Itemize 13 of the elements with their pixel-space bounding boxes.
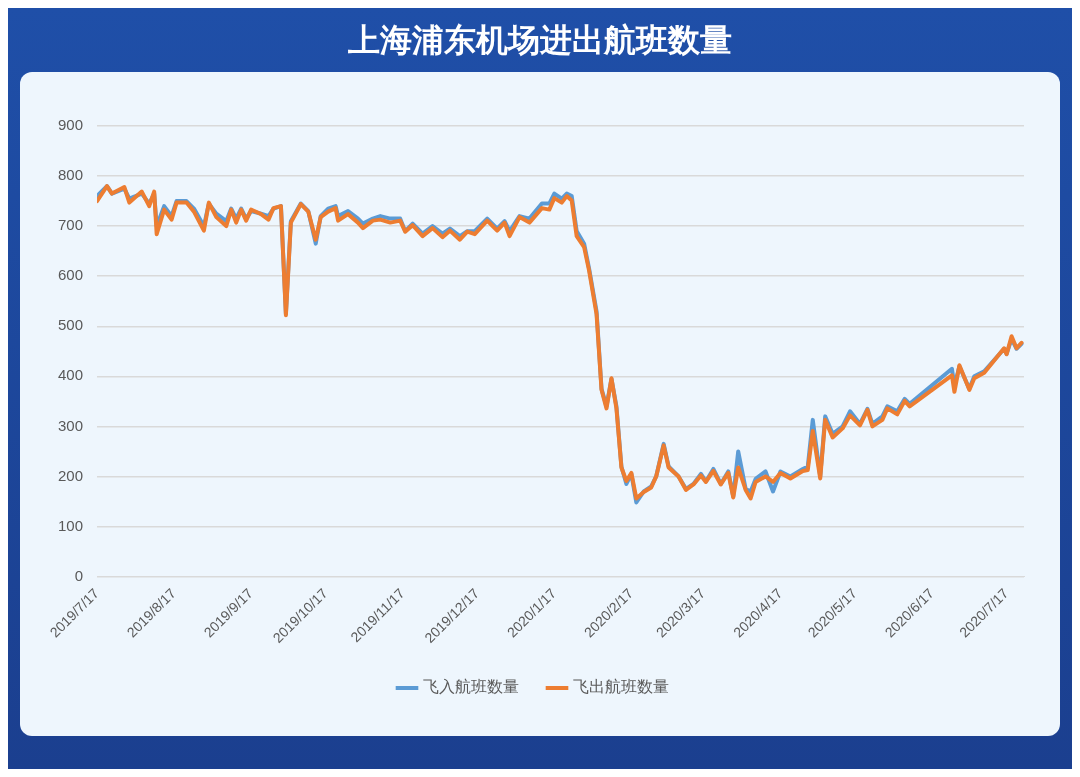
y-tick-label: 200 bbox=[58, 466, 84, 484]
chart-title: 上海浦东机场进出航班数量 bbox=[348, 20, 732, 61]
y-tick-label: 600 bbox=[58, 266, 84, 284]
legend-label: 飞入航班数量 bbox=[423, 677, 519, 697]
y-tick-label: 100 bbox=[58, 516, 84, 534]
y-tick-label: 300 bbox=[58, 416, 84, 434]
y-tick-label: 800 bbox=[58, 166, 84, 184]
y-tick-label: 900 bbox=[58, 116, 84, 134]
y-tick-label: 500 bbox=[58, 316, 84, 334]
legend-label: 飞出航班数量 bbox=[573, 677, 669, 697]
y-tick-label: 0 bbox=[74, 566, 84, 584]
y-tick-label: 700 bbox=[58, 216, 84, 234]
y-tick-label: 400 bbox=[58, 366, 84, 384]
